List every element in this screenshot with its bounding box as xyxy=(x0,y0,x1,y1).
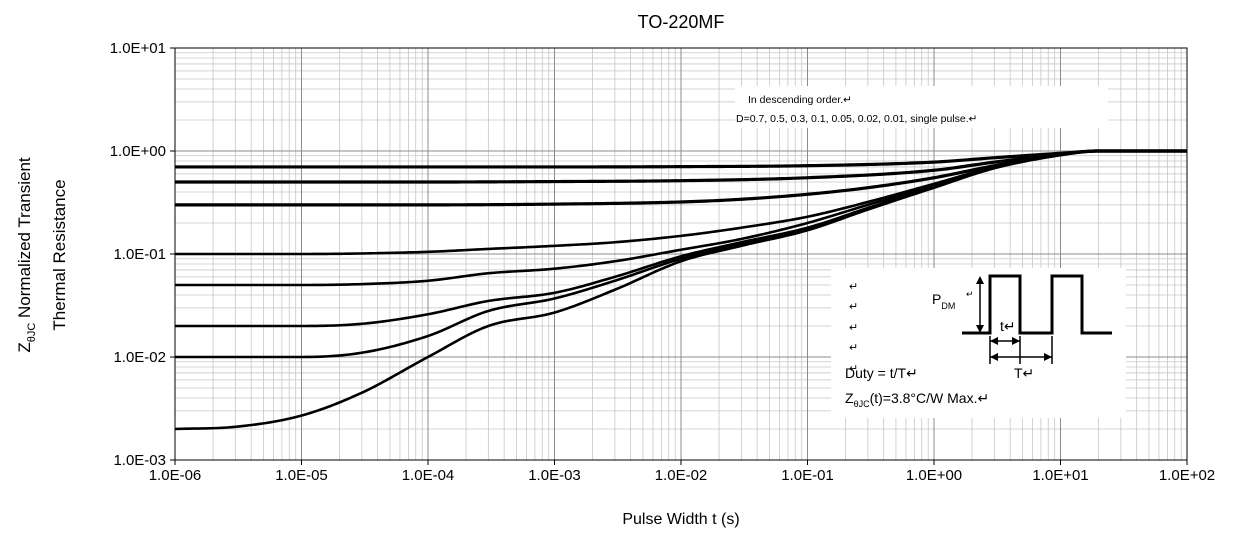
pdm-label-main: P xyxy=(932,291,941,307)
x-tick-label: 1.0E-01 xyxy=(781,467,834,484)
zthjc-label: ZθJC(t)=3.8°C/W Max.↵ xyxy=(845,390,989,409)
y-axis-label-text: Normalized Transient xyxy=(15,157,34,318)
x-tick-label: 1.0E-04 xyxy=(402,467,455,484)
y-axis-symbol-sub: θJC xyxy=(26,323,38,343)
y-tick-labels: 1.0E-03 1.0E-02 1.0E-01 1.0E+00 1.0E+01 xyxy=(110,40,175,469)
T-label: T↵ xyxy=(1014,365,1034,381)
y-axis-symbol: Z xyxy=(15,342,34,352)
pdm-arrow-head-bottom xyxy=(976,325,984,333)
legend-note-line1: In descending order.↵ xyxy=(748,94,852,106)
y-axis-label-top: ZθJC Normalized Transient xyxy=(15,157,38,353)
chart-title: TO-220MF xyxy=(638,12,725,32)
inset-box xyxy=(831,268,1126,418)
y-tick-label: 1.0E+00 xyxy=(110,143,166,160)
zthjc-main: Z xyxy=(845,390,854,406)
inset-return-mark: ↵ xyxy=(849,301,858,313)
series-line xyxy=(175,149,1187,169)
curves xyxy=(174,149,1187,431)
x-tick-label: 1.0E+02 xyxy=(1159,467,1215,484)
inset-return-mark: ↵ xyxy=(849,363,858,375)
pdm-label-mark: ↵ xyxy=(966,289,974,299)
y-axis-label-line2: Thermal Resistance xyxy=(50,179,69,330)
y-tick-label: 1.0E+01 xyxy=(110,40,166,57)
T-arrow-left xyxy=(990,353,998,361)
x-tick-label: 1.0E-06 xyxy=(149,467,202,484)
x-tick-label: 1.0E-02 xyxy=(655,467,708,484)
y-tick-label: 1.0E-01 xyxy=(113,246,166,263)
inset-return-mark: ↵ xyxy=(849,342,858,354)
pdm-arrow-head-top xyxy=(976,276,984,284)
x-tick-label: 1.0E+00 xyxy=(906,467,962,484)
series-line xyxy=(175,149,1187,184)
zthjc-sub: θJC xyxy=(854,399,871,409)
pulse-waveform xyxy=(962,274,1112,335)
series-line xyxy=(174,149,1187,431)
y-tick-label: 1.0E-03 xyxy=(113,452,166,469)
pdm-label-sub: DM xyxy=(941,301,955,311)
x-axis-label: Pulse Width t (s) xyxy=(622,511,739,528)
t-label: t↵ xyxy=(1000,318,1016,334)
y-axis-label-line1: ZθJC Normalized Transient xyxy=(15,157,38,353)
series-legend-note: In descending order.↵ D=0.7, 0.5, 0.3, 0… xyxy=(735,86,1108,128)
inset-return-mark: ↵ xyxy=(849,322,858,334)
duty-label: Duty = t/T↵ xyxy=(845,365,918,381)
x-tick-labels: 1.0E-06 1.0E-05 1.0E-04 1.0E-03 1.0E-02 1.0E-… xyxy=(149,460,1215,484)
legend-note-line2: D=0.7, 0.5, 0.3, 0.1, 0.05, 0.02, 0.01, … xyxy=(736,113,977,125)
t-arrow-left xyxy=(990,337,998,345)
y-tick-label: 1.0E-02 xyxy=(113,349,166,366)
t-arrow-right xyxy=(1012,337,1020,345)
x-tick-label: 1.0E-05 xyxy=(275,467,328,484)
y-axis-label: Thermal Resistance xyxy=(50,179,69,330)
x-tick-label: 1.0E+01 xyxy=(1032,467,1088,484)
x-tick-label: 1.0E-03 xyxy=(528,467,581,484)
legend-note-box xyxy=(735,86,1108,128)
inset-return-mark: ↵ xyxy=(849,281,858,293)
T-arrow-right xyxy=(1044,353,1052,361)
zthjc-rest: (t)=3.8°C/W Max.↵ xyxy=(870,390,990,406)
pdm-label: PDM xyxy=(932,291,955,311)
duty-cycle-inset: ↵ ↵ ↵ ↵ ↵ PDM ↵ t↵ T↵ Duty = t/T↵ ZθJC(t… xyxy=(831,268,1126,418)
